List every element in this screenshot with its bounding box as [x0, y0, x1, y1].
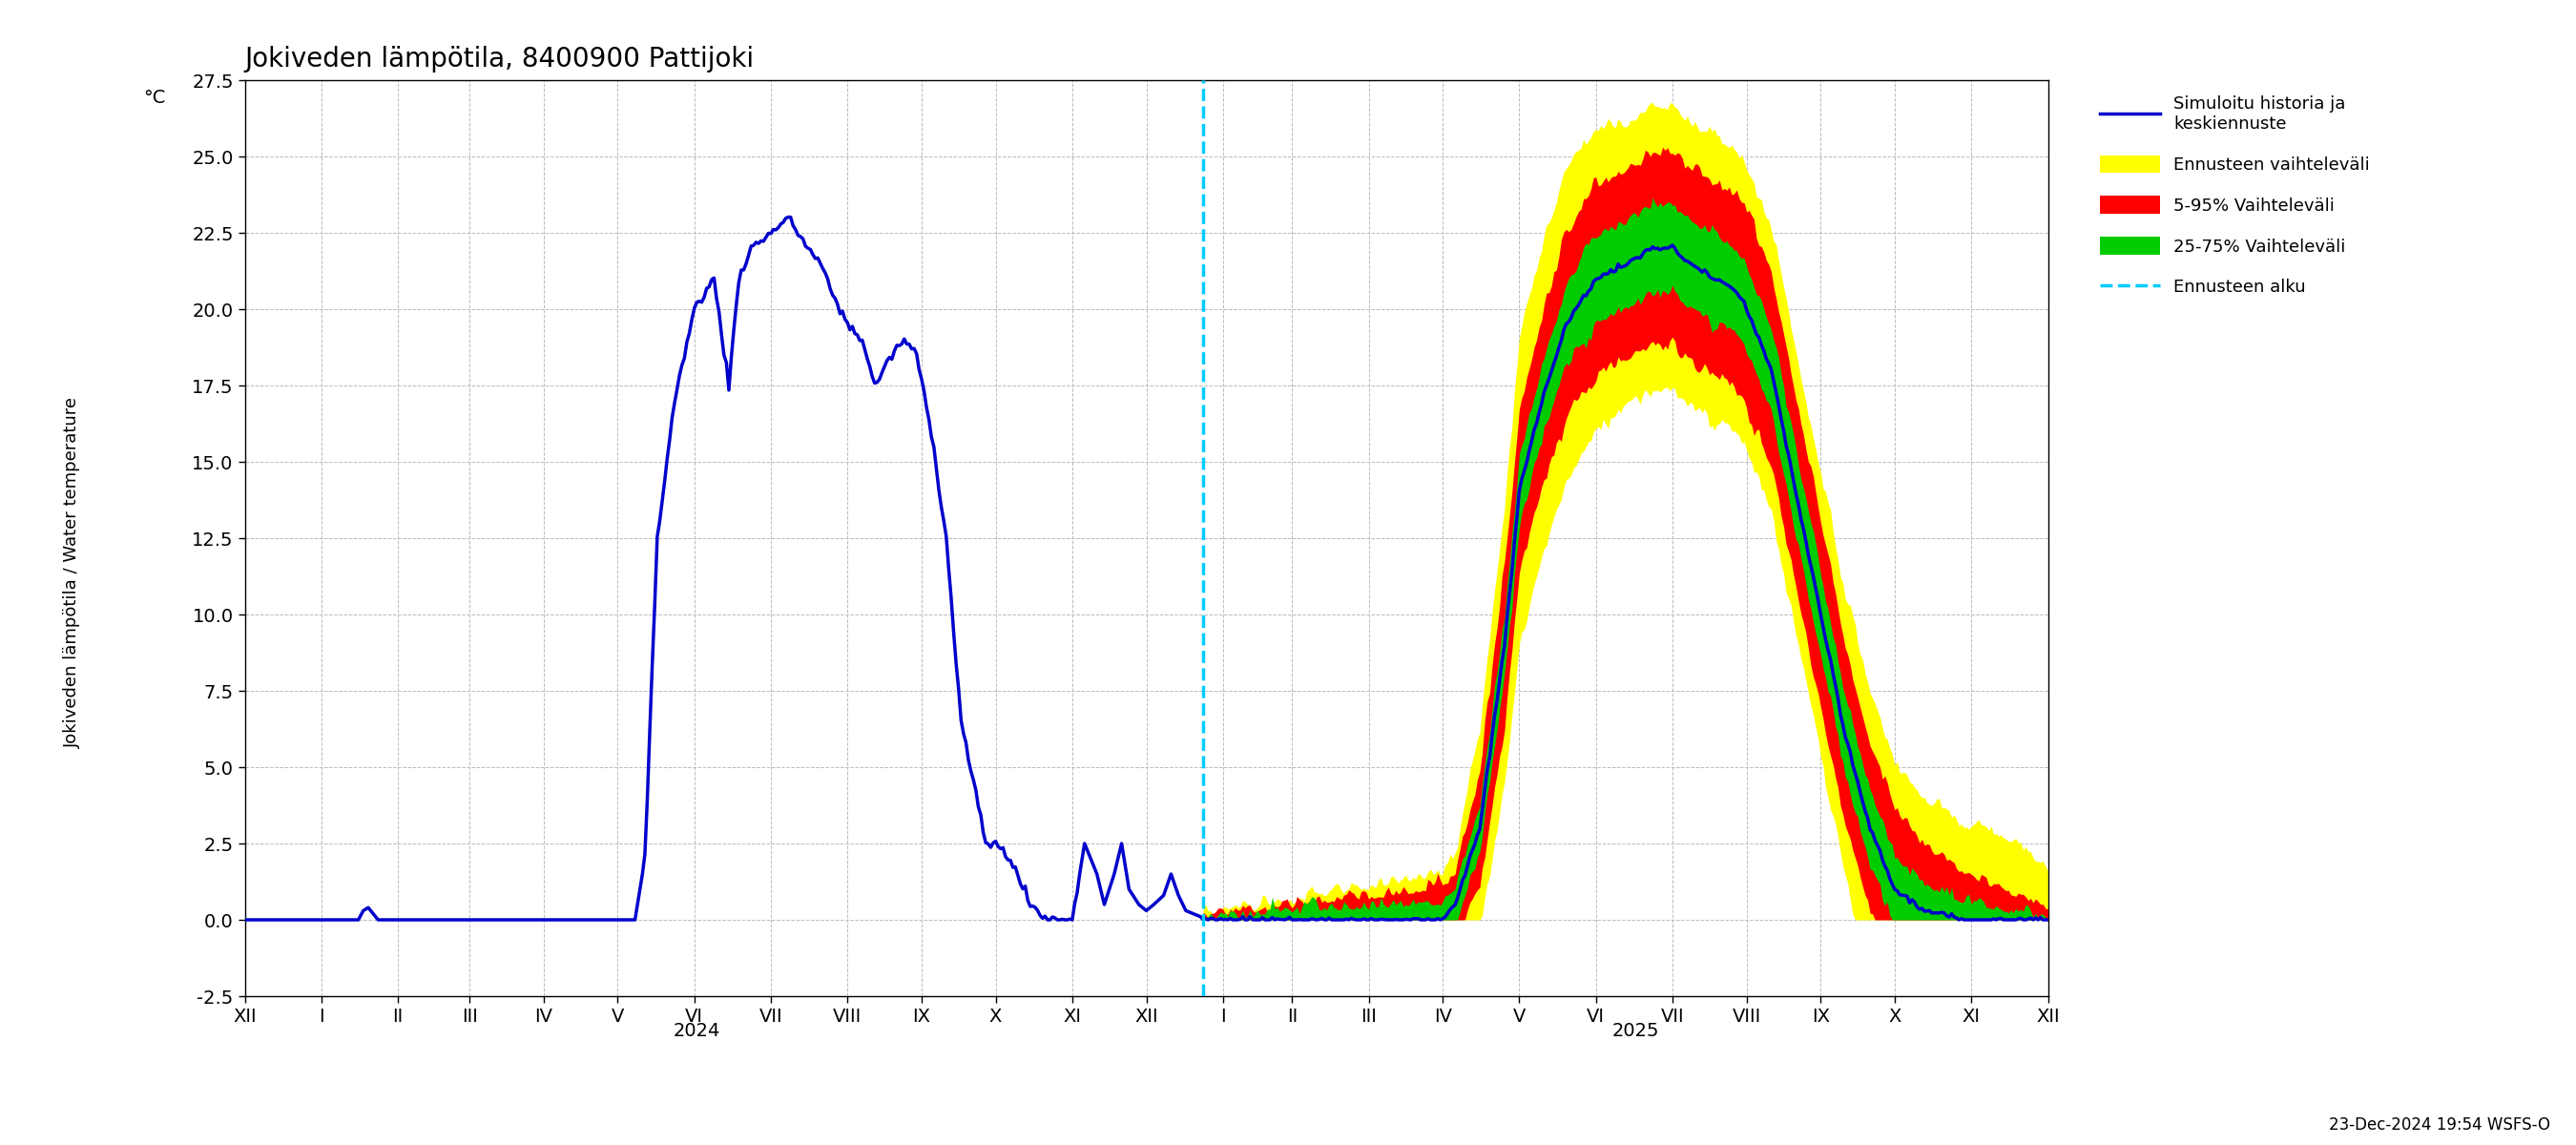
Text: °C: °C: [144, 88, 165, 106]
Legend: Simuloitu historia ja
keskiennuste, Ennusteen vaihteleväli, 5-95% Vaihteleväli, : Simuloitu historia ja keskiennuste, Ennu…: [2092, 89, 2378, 303]
Text: Jokiveden lämpötila, 8400900 Pattijoki: Jokiveden lämpötila, 8400900 Pattijoki: [245, 46, 755, 72]
Text: Jokiveden lämpötila / Water temperature: Jokiveden lämpötila / Water temperature: [64, 397, 80, 748]
Text: 2025: 2025: [1613, 1022, 1659, 1040]
Text: 2024: 2024: [672, 1022, 721, 1040]
Text: 23-Dec-2024 19:54 WSFS-O: 23-Dec-2024 19:54 WSFS-O: [2329, 1116, 2550, 1134]
